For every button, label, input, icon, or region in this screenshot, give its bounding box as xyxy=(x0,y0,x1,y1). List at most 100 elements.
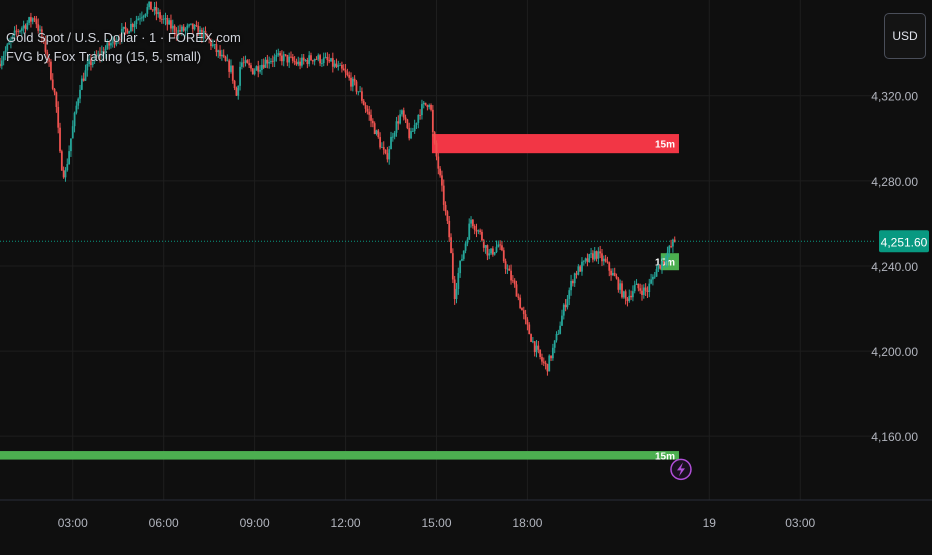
candle xyxy=(99,47,101,63)
candle-body xyxy=(519,297,522,308)
lightning-icon[interactable] xyxy=(670,458,692,481)
candle xyxy=(501,240,503,252)
symbol-title[interactable]: Gold Spot / U.S. Dollar · 1 · FOREX.com xyxy=(6,30,241,45)
candle-body xyxy=(230,65,232,72)
candle-body xyxy=(64,170,67,178)
candle-body xyxy=(488,253,491,256)
x-tick-label: 12:00 xyxy=(331,516,361,530)
candle xyxy=(282,51,285,67)
candle-body xyxy=(593,251,596,260)
candle-body xyxy=(461,258,463,261)
candle xyxy=(242,56,245,68)
candle-body xyxy=(566,298,569,308)
candle-body xyxy=(159,12,161,19)
candle xyxy=(415,122,418,130)
candle-body xyxy=(410,131,412,139)
candle xyxy=(82,72,85,82)
indicator-title[interactable]: FVG by Fox Trading (15, 5, small) xyxy=(6,49,202,64)
candle xyxy=(179,24,181,36)
candle-body xyxy=(257,66,260,72)
candle xyxy=(361,87,363,104)
candle-body xyxy=(588,254,591,263)
candle-body xyxy=(179,30,181,32)
candle xyxy=(191,23,194,34)
candle xyxy=(111,36,114,48)
candle xyxy=(486,244,489,261)
candle-body xyxy=(561,315,563,326)
candle-body xyxy=(611,272,614,276)
candle-body xyxy=(126,29,129,34)
candle-body xyxy=(602,258,605,262)
candle-body xyxy=(506,268,509,270)
candle xyxy=(632,285,634,302)
candle-body xyxy=(510,270,512,281)
y-axis[interactable]: 4,320.00 4,280.00 4,240.00 4,200.00 4,160.00… xyxy=(871,90,929,444)
candle-body xyxy=(299,61,301,66)
candle-body xyxy=(319,55,321,64)
candle-body xyxy=(550,355,552,359)
candle-body xyxy=(297,61,300,65)
candle-body xyxy=(517,296,520,298)
candle-body xyxy=(413,124,416,132)
candle-body xyxy=(468,223,471,240)
candle xyxy=(633,280,636,294)
candle xyxy=(450,233,452,254)
candle xyxy=(50,59,52,81)
candle xyxy=(4,46,7,61)
candle xyxy=(133,21,136,34)
candle xyxy=(13,26,16,40)
candle xyxy=(381,142,383,148)
candle-body xyxy=(362,100,365,106)
candle xyxy=(97,50,100,58)
candle xyxy=(77,97,80,110)
candle xyxy=(626,297,629,307)
currency-button[interactable]: USD xyxy=(884,13,926,59)
candle-body xyxy=(364,105,367,109)
candle-body xyxy=(584,258,587,261)
candle-body xyxy=(526,319,529,325)
candle xyxy=(119,34,121,45)
candle xyxy=(206,33,209,38)
candle-body xyxy=(217,50,220,53)
x-axis[interactable]: 03:00 06:00 09:00 12:00 15:00 18:00 19 03:00 xyxy=(0,499,932,530)
candle-body xyxy=(462,250,465,259)
candle-body xyxy=(355,81,358,92)
candle-body xyxy=(93,54,96,62)
candle xyxy=(57,101,60,134)
candle-body xyxy=(62,170,65,178)
candle xyxy=(199,26,201,41)
candle-body xyxy=(477,230,480,232)
candle-body xyxy=(551,347,554,359)
candle-body xyxy=(473,226,476,230)
candle-body xyxy=(222,54,225,57)
candle-body xyxy=(197,25,200,36)
candle xyxy=(322,52,325,67)
candle-body xyxy=(624,291,627,299)
candle xyxy=(350,72,352,91)
candle xyxy=(581,257,583,276)
candle xyxy=(610,268,612,281)
candle-body xyxy=(381,147,383,148)
candle xyxy=(584,257,587,264)
candle-body xyxy=(673,239,676,243)
candle xyxy=(44,35,47,55)
x-tick-label: 06:00 xyxy=(149,516,179,530)
candle-body xyxy=(219,50,221,57)
candle-body xyxy=(210,39,212,47)
candle-body xyxy=(306,60,309,65)
candle-body xyxy=(393,132,396,137)
x-tick-label: 15:00 xyxy=(421,516,451,530)
candle-body xyxy=(451,253,454,280)
candle xyxy=(193,24,196,31)
candle xyxy=(553,340,556,354)
candle-body xyxy=(31,18,34,22)
candle xyxy=(244,55,247,67)
candle-body xyxy=(650,279,652,284)
candle-body xyxy=(361,91,363,101)
candlestick-series xyxy=(0,1,676,376)
candle xyxy=(519,294,522,310)
candle-body xyxy=(333,63,336,67)
candle-body xyxy=(564,304,567,308)
